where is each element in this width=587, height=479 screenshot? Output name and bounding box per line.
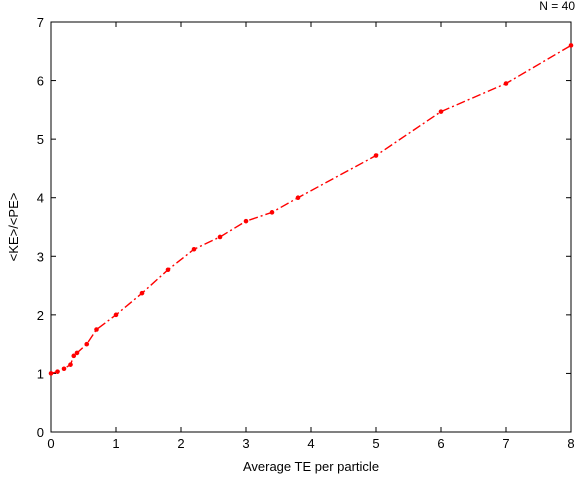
x-tick-label: 1 — [112, 436, 119, 451]
axis-ticks — [50, 21, 572, 433]
data-point — [568, 43, 574, 48]
y-axis-title: <KE>/<PE> — [6, 193, 21, 262]
data-point — [74, 350, 80, 356]
x-tick-label: 8 — [567, 436, 574, 451]
y-tick-label: 1 — [37, 366, 44, 381]
data-point — [191, 246, 197, 252]
x-tick-label: 6 — [437, 436, 444, 451]
y-tick-label: 2 — [37, 308, 44, 323]
x-tick-label: 7 — [502, 436, 509, 451]
x-tick-label: 0 — [47, 436, 54, 451]
data-point — [55, 369, 60, 374]
data-point — [139, 290, 145, 296]
y-tick-label: 4 — [37, 191, 44, 206]
y-tick-label: 7 — [37, 15, 44, 30]
x-axis-title: Average TE per particle — [243, 459, 379, 474]
x-tick-label: 3 — [242, 436, 249, 451]
data-point — [61, 366, 67, 372]
y-tick-label: 3 — [37, 249, 44, 264]
data-point — [269, 210, 275, 215]
x-tick-label: 4 — [307, 436, 314, 451]
data-point — [438, 109, 444, 114]
x-tick-label: 5 — [372, 436, 379, 451]
data-point — [295, 195, 301, 201]
x-tick-labels: 0 1 2 3 4 5 6 7 8 — [47, 436, 574, 451]
data-point — [165, 267, 171, 273]
data-point — [243, 218, 249, 224]
data-point — [68, 362, 73, 367]
plot-area — [50, 21, 572, 433]
y-tick-label: 6 — [37, 74, 44, 89]
x-tick-label: 2 — [177, 436, 184, 451]
data-point — [94, 327, 99, 332]
series-group — [48, 43, 574, 376]
data-point — [84, 341, 90, 347]
data-point — [71, 353, 77, 359]
data-point — [217, 234, 223, 240]
data-point — [48, 371, 54, 376]
annotation-text: N = 40 — [539, 0, 575, 13]
y-tick-label: 0 — [37, 425, 44, 440]
y-tick-labels: 0 1 2 3 4 5 6 7 — [37, 15, 44, 440]
data-point — [373, 153, 379, 158]
data-point — [113, 312, 119, 318]
data-point — [503, 81, 509, 86]
y-tick-label: 5 — [37, 132, 44, 147]
